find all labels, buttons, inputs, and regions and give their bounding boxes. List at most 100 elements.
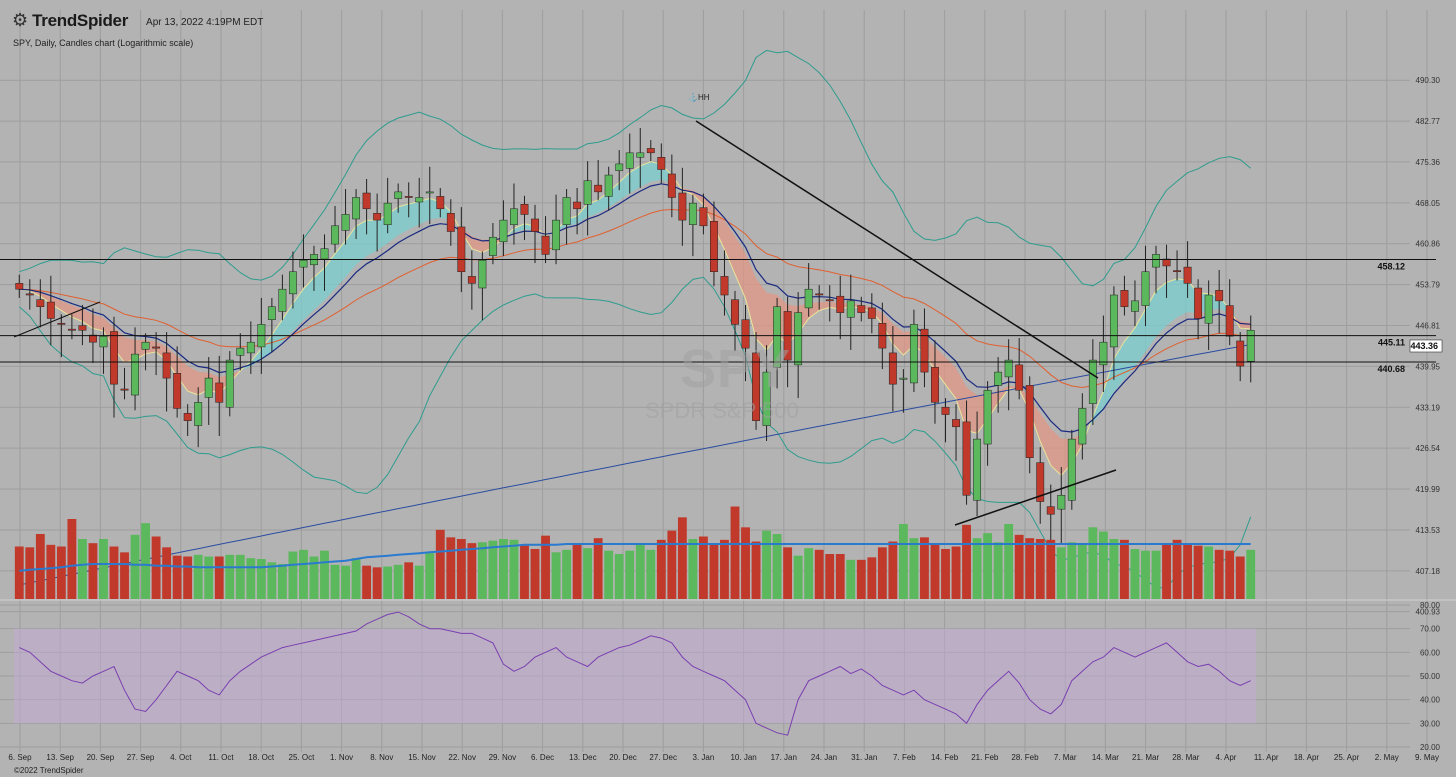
candle-body bbox=[1025, 385, 1034, 458]
volume-bar bbox=[372, 567, 382, 599]
volume-bar bbox=[1141, 550, 1150, 599]
candle-body bbox=[425, 191, 434, 194]
volume-bar bbox=[246, 558, 256, 599]
ema-cloud-segment bbox=[61, 300, 72, 318]
volume-bar bbox=[951, 546, 961, 599]
y-tick-label: 468.05 bbox=[1416, 199, 1441, 208]
volume-bar bbox=[962, 524, 971, 599]
volume-bar bbox=[151, 536, 161, 599]
ema-cloud-segment bbox=[419, 198, 430, 225]
volume-bar bbox=[172, 555, 182, 599]
volume-bar bbox=[277, 564, 287, 599]
candle-body bbox=[467, 276, 476, 284]
volume-bar bbox=[898, 524, 908, 599]
volume-bar bbox=[299, 549, 308, 599]
volume-bar bbox=[846, 559, 856, 599]
volume-bar bbox=[256, 559, 266, 599]
candle-body bbox=[162, 352, 171, 379]
candle-body bbox=[36, 299, 45, 307]
candle-body bbox=[225, 359, 234, 408]
y-tick-label: 413.53 bbox=[1416, 526, 1441, 535]
volume-bar bbox=[214, 556, 224, 599]
candle-body bbox=[1152, 254, 1160, 268]
ema-cloud-segment bbox=[366, 220, 378, 257]
volume-bar bbox=[614, 554, 624, 599]
horizontal-levels[interactable]: 458.12 445.11 440.68 443.36 bbox=[0, 258, 1443, 374]
candle-body bbox=[267, 306, 276, 320]
candle-body bbox=[194, 402, 203, 426]
ema-cloud-segment bbox=[892, 323, 904, 356]
candle-body bbox=[941, 406, 950, 415]
ema-cloud-segment bbox=[703, 195, 714, 227]
candle-body bbox=[78, 325, 87, 331]
brand-header: ⚙ TrendSpider Apr 13, 2022 4:19PM EDT bbox=[12, 10, 263, 31]
volume-bar bbox=[1193, 545, 1203, 599]
x-tick-label: 18. Apr bbox=[1294, 753, 1320, 762]
volume-bar bbox=[1025, 538, 1035, 599]
volume-bar bbox=[1088, 527, 1098, 599]
ma-fast-line bbox=[19, 183, 1251, 433]
ema-cloud-segment bbox=[50, 296, 62, 311]
volume-bar bbox=[1183, 543, 1193, 599]
volume-bar bbox=[720, 539, 729, 599]
candle-body bbox=[1120, 290, 1129, 307]
candle-body bbox=[373, 213, 382, 221]
candle-body bbox=[15, 283, 24, 290]
ema-cloud-segment bbox=[335, 240, 346, 289]
trendlines[interactable] bbox=[13, 120, 1117, 526]
candle-body bbox=[499, 219, 508, 243]
candle-body bbox=[488, 236, 497, 256]
volume-bar bbox=[351, 558, 361, 599]
volume-bar bbox=[804, 548, 814, 599]
volume-bar bbox=[1014, 534, 1024, 599]
candle-body bbox=[531, 218, 539, 232]
downtrend-line bbox=[695, 120, 1099, 379]
candle-body bbox=[1162, 258, 1171, 267]
candle-body bbox=[1046, 506, 1055, 515]
candle-body bbox=[362, 192, 371, 210]
candle-body bbox=[110, 331, 118, 385]
x-tick-label: 4. Apr bbox=[1216, 753, 1237, 762]
candle-body bbox=[67, 328, 76, 331]
volume-bar bbox=[551, 552, 561, 599]
x-tick-label: 29. Nov bbox=[489, 753, 517, 762]
candle-body bbox=[57, 322, 66, 325]
ema-cloud-segment bbox=[819, 301, 830, 311]
time-axis: 6. Sep 13. Sep 20. Sep 27. Sep 4. Oct 11. Oct… bbox=[8, 753, 1439, 762]
volume-bar bbox=[1056, 547, 1066, 599]
x-tick-label: 6. Sep bbox=[8, 753, 32, 762]
ema-cloud-segment bbox=[619, 172, 630, 201]
candle-body bbox=[1004, 359, 1013, 378]
x-tick-label: 3. Jan bbox=[693, 753, 715, 762]
ema-cloud-segment bbox=[408, 201, 420, 230]
ema-cloud-segment bbox=[292, 288, 304, 331]
sma-200-line bbox=[19, 344, 1251, 586]
ema-cloud-segment bbox=[1177, 278, 1188, 318]
ema-cloud-segment bbox=[324, 253, 336, 301]
volume-bar bbox=[456, 539, 466, 599]
x-tick-label: 18. Oct bbox=[248, 753, 275, 762]
y-tick-label: 482.77 bbox=[1416, 117, 1441, 126]
x-tick-label: 27. Dec bbox=[649, 753, 677, 762]
level-label: 458.12 bbox=[1377, 261, 1405, 271]
x-tick-label: 31. Jan bbox=[851, 753, 877, 762]
rsi-line bbox=[19, 611, 1251, 736]
ema-cloud-segment bbox=[640, 161, 651, 187]
hh-label: HH bbox=[697, 93, 710, 102]
candle-body bbox=[215, 382, 224, 403]
bb-lower-line bbox=[18, 276, 1252, 589]
candle-body bbox=[1078, 408, 1087, 445]
volume-bar bbox=[572, 543, 582, 599]
volume-bar bbox=[762, 530, 771, 599]
candle-body bbox=[236, 347, 245, 356]
volume-bar bbox=[909, 538, 919, 599]
candle-body bbox=[288, 271, 297, 295]
rsi-tick-label: 50.00 bbox=[1420, 672, 1441, 681]
candle-body bbox=[89, 334, 97, 343]
volume-bar bbox=[688, 539, 698, 599]
ema-cloud-segment bbox=[1050, 428, 1062, 476]
volume-bar bbox=[183, 556, 193, 599]
volume-bar bbox=[1204, 546, 1214, 599]
candle-body bbox=[720, 276, 729, 296]
